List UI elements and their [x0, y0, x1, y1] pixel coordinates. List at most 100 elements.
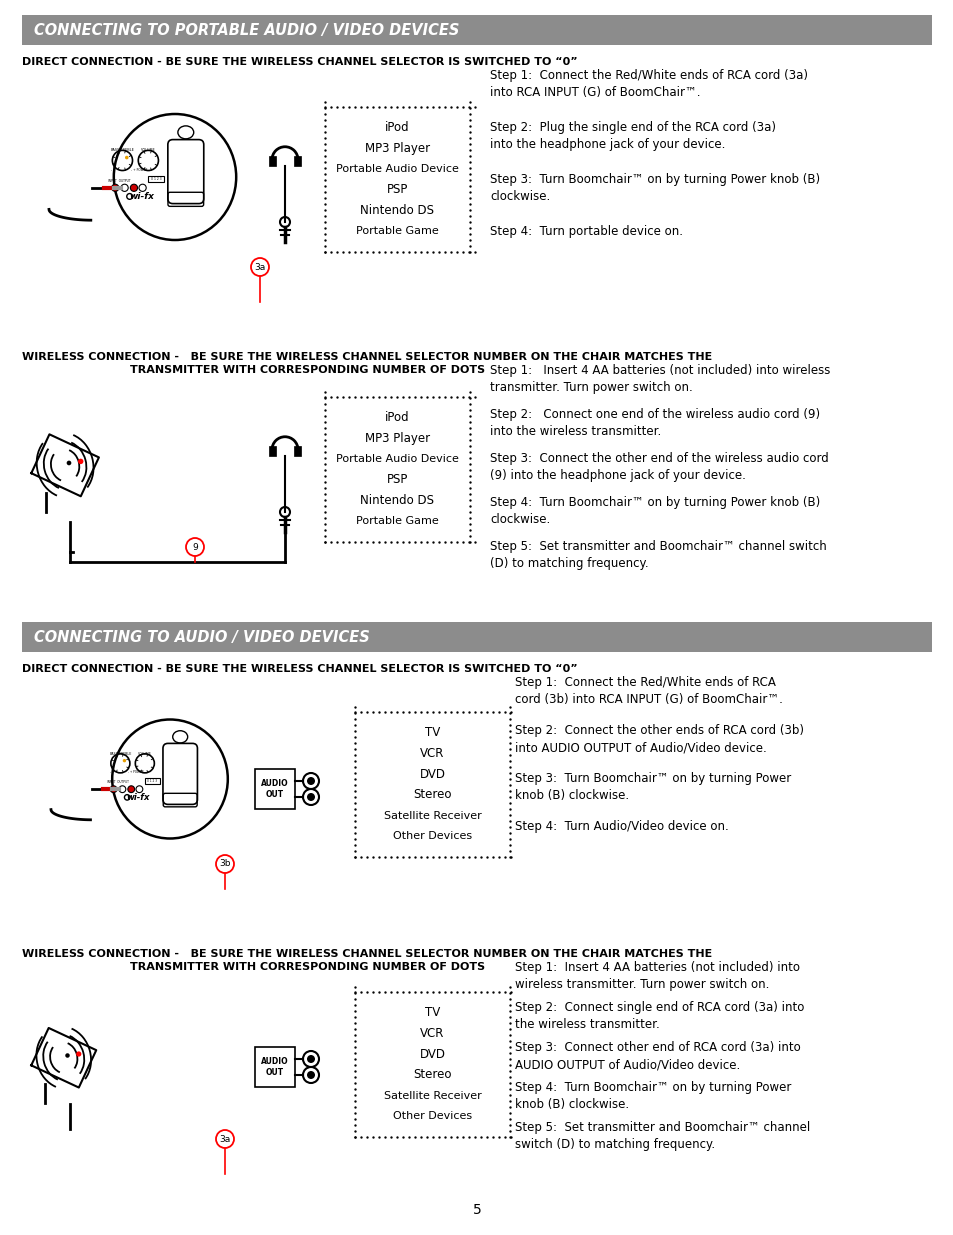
Point	[347, 1037, 362, 1057]
Point	[462, 412, 477, 432]
Point	[317, 230, 333, 249]
Point	[503, 1128, 518, 1147]
Point	[502, 983, 517, 1003]
Text: Step 2:  Connect single end of RCA cord (3a) into
the wireless transmitter.: Step 2: Connect single end of RCA cord (…	[515, 1002, 803, 1031]
Point	[317, 219, 333, 238]
Bar	[294, 446, 301, 456]
Point	[431, 982, 446, 1002]
Point	[317, 182, 333, 201]
Point	[413, 1128, 428, 1147]
Point	[407, 847, 422, 867]
Point	[502, 757, 517, 777]
Point	[347, 1055, 362, 1074]
Point	[317, 170, 333, 190]
Point	[401, 242, 416, 262]
Point	[502, 739, 517, 758]
Point	[502, 781, 517, 800]
Point	[377, 703, 393, 722]
Point	[401, 98, 416, 117]
Point	[317, 116, 333, 136]
Point	[389, 1128, 404, 1147]
Point	[347, 977, 362, 997]
Point	[502, 1019, 517, 1039]
Point	[413, 387, 428, 406]
Point	[323, 532, 338, 552]
Point	[371, 242, 386, 262]
Point	[462, 382, 477, 401]
Point	[449, 703, 464, 722]
Point	[317, 212, 333, 232]
Text: Stereo: Stereo	[413, 788, 452, 802]
Point	[347, 1086, 362, 1105]
Point	[317, 430, 333, 450]
Point	[317, 496, 333, 516]
Point	[502, 734, 517, 753]
Bar	[149, 177, 164, 182]
Circle shape	[303, 789, 318, 805]
Point	[377, 532, 393, 552]
Point	[431, 532, 446, 552]
Point	[419, 532, 435, 552]
Point	[347, 982, 362, 1002]
Text: WIRELESS CONNECTION -   BE SURE THE WIRELESS CHANNEL SELECTOR NUMBER ON THE CHAI: WIRELESS CONNECTION - BE SURE THE WIRELE…	[22, 948, 712, 960]
Point	[377, 1128, 393, 1147]
Text: Portable Game: Portable Game	[355, 516, 438, 526]
Point	[473, 847, 488, 867]
Point	[502, 818, 517, 837]
Point	[347, 1013, 362, 1032]
Point	[317, 508, 333, 527]
Point	[317, 206, 333, 226]
Point	[347, 787, 362, 806]
Point	[407, 242, 422, 262]
Point	[347, 829, 362, 848]
Text: VCR: VCR	[420, 747, 444, 760]
Text: 0 1 2 3: 0 1 2 3	[147, 779, 157, 783]
Point	[317, 110, 333, 130]
Text: iPod: iPod	[385, 121, 410, 135]
Text: iPod: iPod	[385, 411, 410, 424]
Point	[395, 703, 410, 722]
Point	[502, 1097, 517, 1116]
Point	[353, 847, 368, 867]
Point	[425, 703, 440, 722]
Point	[353, 242, 368, 262]
Point	[317, 442, 333, 462]
Point	[317, 532, 333, 552]
Point	[347, 823, 362, 842]
Point	[425, 387, 440, 406]
Point	[365, 847, 380, 867]
Point	[317, 224, 333, 243]
Text: CONNECTING TO PORTABLE AUDIO / VIDEO DEVICES: CONNECTING TO PORTABLE AUDIO / VIDEO DEV…	[34, 22, 459, 37]
Text: Step 3:  Turn Boomchair™ on by turning Power knob (B)
clockwise.: Step 3: Turn Boomchair™ on by turning Po…	[490, 173, 820, 203]
Point	[407, 532, 422, 552]
Point	[455, 532, 470, 552]
Circle shape	[112, 184, 119, 191]
Point	[485, 847, 500, 867]
Point	[436, 1128, 452, 1147]
Point	[502, 793, 517, 813]
Text: DVD: DVD	[419, 1047, 445, 1061]
Point	[317, 478, 333, 498]
Point	[502, 751, 517, 771]
Point	[462, 170, 477, 190]
Point	[449, 847, 464, 867]
Point	[335, 387, 351, 406]
Point	[503, 703, 518, 722]
Point	[478, 703, 494, 722]
Text: TV: TV	[424, 1007, 439, 1019]
Point	[478, 982, 494, 1002]
Point	[503, 982, 518, 1002]
Point	[462, 478, 477, 498]
Text: MP3 Player: MP3 Player	[365, 432, 430, 445]
Point	[443, 703, 458, 722]
Point	[341, 532, 356, 552]
Point	[347, 989, 362, 1009]
Point	[347, 387, 362, 406]
Point	[436, 98, 452, 117]
Text: 3b: 3b	[219, 860, 231, 868]
Point	[462, 461, 477, 480]
Point	[377, 387, 393, 406]
Circle shape	[303, 773, 318, 789]
Point	[347, 1121, 362, 1141]
Point	[353, 98, 368, 117]
